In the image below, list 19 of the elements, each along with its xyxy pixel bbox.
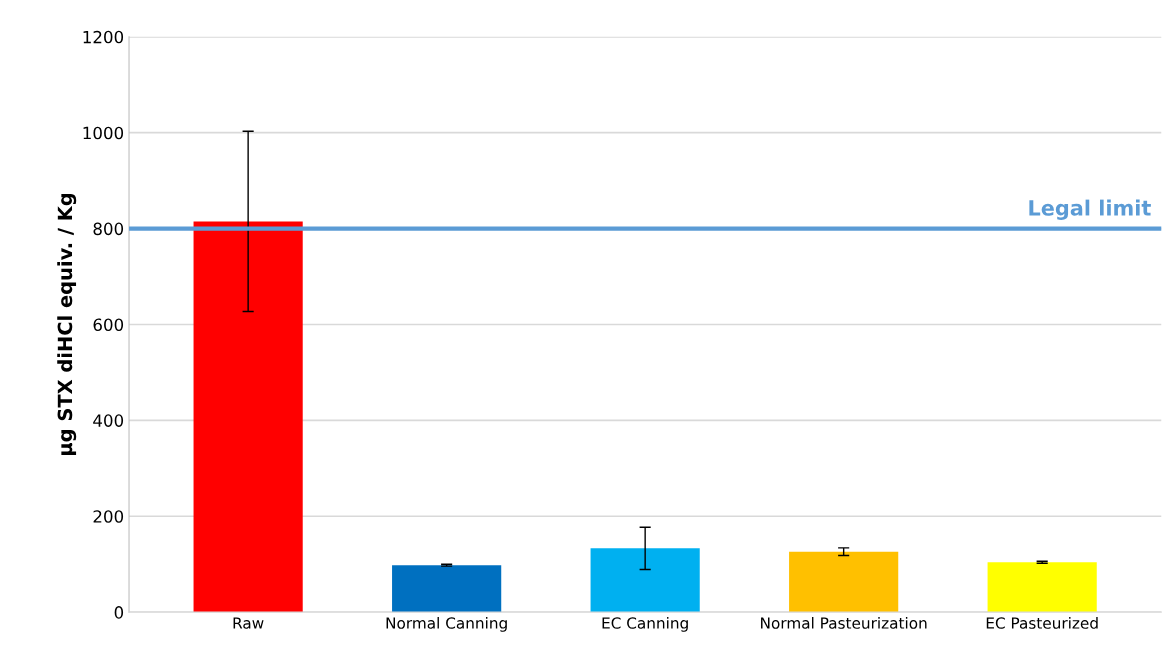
x-tick-label: EC Canning — [602, 617, 688, 632]
bar — [193, 221, 303, 613]
x-tick-label: Normal Canning — [386, 617, 507, 632]
y-tick-label: 800 — [93, 222, 124, 236]
x-tick-label: EC Pasteurized — [986, 617, 1098, 629]
ref-line-label: Legal limit — [1029, 199, 1151, 220]
y-tick-label: 0 — [114, 606, 124, 619]
bar — [789, 551, 899, 613]
bar — [590, 548, 700, 613]
y-tick-label: 200 — [93, 510, 124, 523]
bar — [987, 562, 1097, 613]
y-tick-label: 400 — [93, 414, 124, 427]
y-tick-label: 600 — [93, 318, 124, 332]
y-axis-title: µg STX diHCl equiv. / Kg — [57, 193, 77, 455]
bar — [392, 565, 502, 613]
y-tick-label: 1000 — [83, 126, 124, 140]
x-tick-label: Raw — [233, 617, 264, 629]
y-tick-label: 1200 — [83, 30, 124, 44]
x-tick-label: Normal Pasteurization — [761, 617, 927, 629]
